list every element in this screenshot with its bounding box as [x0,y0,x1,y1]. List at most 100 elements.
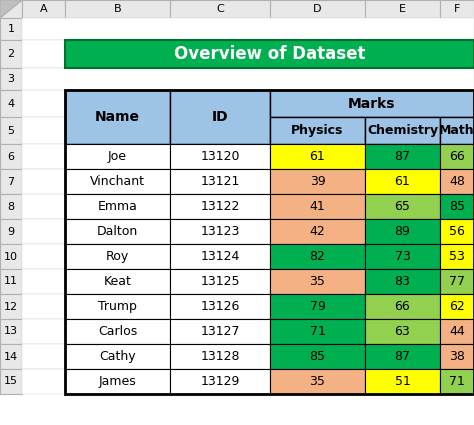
Text: 38: 38 [449,350,465,363]
Text: Joe: Joe [108,150,127,163]
Bar [170,294,270,319]
Bar [65,90,474,394]
Text: 12: 12 [4,301,18,312]
Bar [440,319,474,344]
Bar [170,144,270,169]
Text: B: B [114,4,121,14]
Text: 7: 7 [8,176,15,187]
Bar [0,194,22,219]
Bar [170,244,270,269]
Text: Physics: Physics [292,124,344,137]
Text: Name: Name [95,110,140,124]
Bar [170,219,270,244]
Bar [65,369,170,394]
Text: 13123: 13123 [201,225,240,238]
Bar [170,0,270,18]
Bar [22,194,474,219]
Text: 85: 85 [449,200,465,213]
Text: 14: 14 [4,351,18,362]
Text: 73: 73 [394,250,410,263]
Bar [440,219,474,244]
Bar [65,169,170,194]
Text: 51: 51 [394,375,410,388]
Bar [440,269,474,294]
Bar [65,144,170,169]
Text: Emma: Emma [98,200,137,213]
Bar [440,244,474,269]
Text: 66: 66 [395,300,410,313]
Text: 6: 6 [8,151,15,162]
Text: A: A [40,4,47,14]
Text: ID: ID [212,110,228,124]
Bar [270,219,365,244]
Bar [22,344,474,369]
Bar [22,294,474,319]
Text: James: James [99,375,137,388]
Text: 1: 1 [8,24,15,34]
Text: 3: 3 [8,74,15,84]
Bar [440,144,474,169]
Text: D: D [313,4,322,14]
Text: 15: 15 [4,377,18,386]
Text: 13120: 13120 [200,150,240,163]
Bar [270,117,365,144]
Bar [22,144,474,169]
Bar [365,344,440,369]
Bar [65,0,170,18]
Bar [0,269,22,294]
Bar [365,369,440,394]
Bar [0,169,22,194]
Text: 35: 35 [310,275,326,288]
Bar [365,319,440,344]
Text: Roy: Roy [106,250,129,263]
Bar [65,244,170,269]
Text: Dalton: Dalton [97,225,138,238]
Text: 61: 61 [395,175,410,188]
Text: 13126: 13126 [201,300,240,313]
Bar [0,40,22,68]
Bar [270,319,365,344]
Text: C: C [216,4,224,14]
Bar [22,90,474,117]
Text: 71: 71 [449,375,465,388]
Text: 87: 87 [394,350,410,363]
Bar [365,269,440,294]
Bar [270,294,365,319]
Text: 13121: 13121 [201,175,240,188]
Text: Vinchant: Vinchant [90,175,145,188]
Text: Chemistry: Chemistry [367,124,438,137]
Bar [270,169,365,194]
Bar [0,244,22,269]
Text: 65: 65 [394,200,410,213]
Bar [65,194,170,219]
Bar [65,40,474,68]
Bar [270,344,365,369]
Text: 83: 83 [394,275,410,288]
Bar [65,294,170,319]
Text: Math: Math [439,124,474,137]
Bar [65,219,170,244]
Text: Overview of Dataset: Overview of Dataset [174,45,365,63]
Text: 79: 79 [310,300,326,313]
Bar [170,269,270,294]
Bar [22,369,474,394]
Bar [65,344,170,369]
Bar [170,169,270,194]
Bar [365,244,440,269]
Text: 61: 61 [310,150,325,163]
Bar [22,40,474,68]
Bar [65,269,170,294]
Bar [440,117,474,144]
Text: 8: 8 [8,201,15,212]
Text: 53: 53 [449,250,465,263]
Bar [0,344,22,369]
Bar [170,90,270,144]
Text: 48: 48 [449,175,465,188]
Text: 13127: 13127 [200,325,240,338]
Text: Carlos: Carlos [98,325,137,338]
Text: 13124: 13124 [201,250,240,263]
Bar [65,319,170,344]
Bar [440,169,474,194]
Text: 66: 66 [449,150,465,163]
Text: 2: 2 [8,49,15,59]
